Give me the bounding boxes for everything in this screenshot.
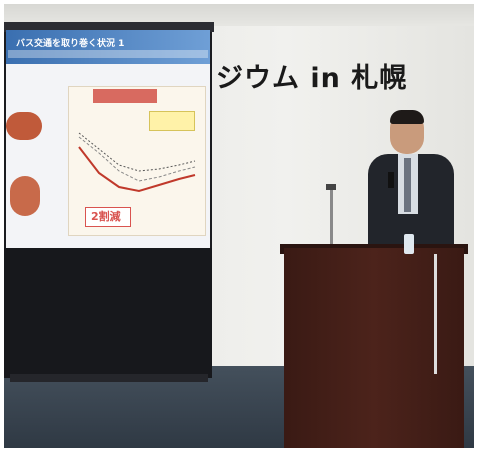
slide-graphic-shape — [6, 112, 42, 140]
slide-subtitle-bar — [8, 50, 208, 58]
speaker-tie — [404, 158, 411, 212]
slide-graphic-shape — [10, 176, 40, 216]
projected-slide: バス交通を取り巻く状況 1 2割減 — [6, 30, 210, 248]
reduction-label: 2割減 — [91, 210, 121, 223]
screen-lower-panel — [4, 248, 212, 378]
microphone-cable — [434, 254, 437, 374]
slide-left-graphic — [6, 76, 64, 236]
microphone-head — [326, 184, 336, 190]
chart-line-series — [78, 136, 196, 182]
photo: ジウム in 札幌 バス交通を取り巻く状況 1 2割減 — [4, 4, 474, 448]
speaker-hair — [390, 110, 424, 124]
reduction-label-box — [85, 207, 131, 227]
chart-title-box — [93, 89, 157, 103]
screen-base — [10, 374, 208, 382]
water-bottle — [404, 234, 414, 254]
chart-lines — [78, 132, 196, 193]
screen-top-bar — [4, 22, 214, 32]
chart-note-box — [149, 111, 195, 131]
chart-line-series — [78, 132, 196, 172]
microphone-stand — [330, 188, 333, 258]
banner-text: ジウム in 札幌 — [216, 63, 408, 94]
chart-line-series — [78, 146, 196, 193]
slide-chart: 2割減 — [68, 86, 206, 236]
slide-title: バス交通を取り巻く状況 1 — [16, 39, 125, 49]
podium — [284, 248, 464, 448]
handheld-microphone — [388, 172, 394, 188]
slide-header — [6, 30, 210, 64]
